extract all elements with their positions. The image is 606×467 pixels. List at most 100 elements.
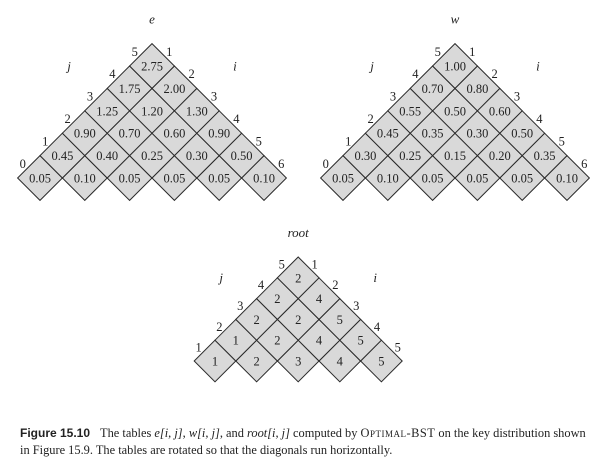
w-j-label: 1 bbox=[345, 134, 351, 148]
root-table-title: root bbox=[288, 225, 310, 240]
caption-w-expr: w[i, j] bbox=[188, 426, 220, 440]
root-cell-value: 3 bbox=[295, 355, 301, 369]
w-cell-value: 0.60 bbox=[489, 104, 511, 118]
caption-label: Figure 15.10 bbox=[20, 426, 91, 440]
w-j-label: 3 bbox=[390, 90, 396, 104]
caption-text: on the key distribution shown in Figure … bbox=[20, 426, 586, 457]
root-cell-value: 2 bbox=[295, 271, 301, 285]
root-cell-value: 2 bbox=[253, 355, 259, 369]
root-j-label: 2 bbox=[216, 320, 222, 334]
e-cell-value: 0.05 bbox=[29, 172, 51, 186]
e-cell-value: 0.05 bbox=[208, 172, 230, 186]
e-i-axis-label: i bbox=[233, 58, 237, 73]
e-cell-value: 0.40 bbox=[96, 149, 118, 163]
root-cell-value: 4 bbox=[316, 292, 323, 306]
e-i-label: 4 bbox=[233, 112, 240, 126]
e-cell-value: 0.60 bbox=[163, 127, 185, 141]
root-j-label: 1 bbox=[195, 341, 201, 355]
w-cell-value: 0.05 bbox=[422, 172, 444, 186]
w-cell-value: 0.05 bbox=[511, 172, 533, 186]
e-cell-value: 1.30 bbox=[186, 104, 208, 118]
w-cell-value: 0.25 bbox=[399, 149, 421, 163]
w-j-label: 5 bbox=[435, 45, 441, 59]
w-j-label: 0 bbox=[323, 157, 329, 171]
w-cell-value: 0.70 bbox=[422, 82, 444, 96]
e-cell-value: 0.05 bbox=[119, 172, 141, 186]
e-cell-value: 1.75 bbox=[119, 82, 141, 96]
caption-root-expr: root[i, j] bbox=[247, 426, 290, 440]
w-cell-value: 0.10 bbox=[556, 172, 578, 186]
w-cell-value: 1.00 bbox=[444, 60, 466, 74]
w-table-title: w bbox=[451, 12, 460, 27]
root-cell bbox=[276, 256, 320, 300]
w-cell-value: 0.20 bbox=[489, 149, 511, 163]
e-cell-value: 0.30 bbox=[186, 149, 208, 163]
root-cell-value: 2 bbox=[274, 334, 280, 348]
w-i-label: 5 bbox=[559, 134, 565, 148]
figure-diagram: 0.05 0.10 0.05 0.05 0.05 0.10 0.45 0.40 0.25 0.30… bbox=[16, 12, 591, 383]
e-cell-value: 0.90 bbox=[74, 127, 96, 141]
w-i-label: 3 bbox=[514, 90, 520, 104]
root-cell-value: 2 bbox=[295, 313, 301, 327]
root-j-label: 4 bbox=[258, 278, 265, 292]
e-cell-value: 0.70 bbox=[119, 127, 141, 141]
e-cell-value: 2.75 bbox=[141, 60, 163, 74]
root-cell-value: 2 bbox=[274, 292, 280, 306]
caption-e-expr: e[i, j] bbox=[154, 426, 183, 440]
e-i-label: 1 bbox=[166, 45, 172, 59]
root-cell-value: 4 bbox=[337, 355, 344, 369]
e-j-label: 0 bbox=[20, 157, 26, 171]
e-i-label: 5 bbox=[256, 134, 262, 148]
e-cell-value: 0.10 bbox=[253, 172, 275, 186]
e-j-label: 5 bbox=[132, 45, 138, 59]
w-cell-value: 0.45 bbox=[377, 127, 399, 141]
table-e: 0.05 0.10 0.05 0.05 0.05 0.100.45 0.40 0.25 0.30… bbox=[16, 12, 288, 202]
w-cell bbox=[431, 42, 479, 90]
e-j-axis-label: j bbox=[65, 58, 71, 73]
w-i-label: 6 bbox=[581, 157, 587, 171]
caption-text: The tables bbox=[100, 426, 155, 440]
e-cell-value: 0.05 bbox=[163, 172, 185, 186]
w-j-label: 2 bbox=[367, 112, 373, 126]
w-i-label: 2 bbox=[491, 67, 497, 81]
e-cell-value: 0.50 bbox=[231, 149, 253, 163]
root-j-label: 5 bbox=[279, 257, 285, 271]
e-cell-value: 0.90 bbox=[208, 127, 230, 141]
e-i-label: 6 bbox=[278, 157, 284, 171]
root-i-axis-label: i bbox=[373, 270, 377, 285]
root-i-label: 5 bbox=[395, 341, 401, 355]
root-cell-value: 5 bbox=[337, 313, 343, 327]
e-i-label: 2 bbox=[188, 67, 194, 81]
e-cell-value: 1.20 bbox=[141, 104, 163, 118]
e-j-label: 4 bbox=[109, 67, 116, 81]
root-cell-value: 2 bbox=[253, 313, 259, 327]
root-i-label: 3 bbox=[353, 299, 359, 313]
e-cell-value: 0.25 bbox=[141, 149, 163, 163]
w-i-label: 1 bbox=[469, 45, 475, 59]
root-cell-value: 1 bbox=[212, 355, 218, 369]
w-cell-value: 0.10 bbox=[377, 172, 399, 186]
caption-algorithm: Optimal-BST bbox=[360, 426, 436, 440]
caption-text: , bbox=[182, 426, 189, 440]
w-cell-value: 0.15 bbox=[444, 149, 466, 163]
root-i-label: 2 bbox=[332, 278, 338, 292]
e-cell-value: 2.00 bbox=[163, 82, 185, 96]
w-cell-value: 0.30 bbox=[354, 149, 376, 163]
root-j-label: 3 bbox=[237, 299, 243, 313]
e-j-label: 2 bbox=[64, 112, 70, 126]
e-cell bbox=[128, 42, 176, 90]
w-cell-value: 0.35 bbox=[422, 127, 444, 141]
root-i-label: 4 bbox=[374, 320, 381, 334]
figure-caption: Figure 15.10 The tables e[i, j], w[i, j],… bbox=[20, 425, 590, 459]
e-cell-value: 1.25 bbox=[96, 104, 118, 118]
root-cell-value: 5 bbox=[378, 355, 384, 369]
w-cell-value: 0.30 bbox=[466, 127, 488, 141]
caption-text: , and bbox=[219, 426, 248, 440]
root-cell-value: 1 bbox=[233, 334, 239, 348]
e-j-label: 1 bbox=[42, 134, 48, 148]
w-j-axis-label: j bbox=[368, 58, 374, 73]
e-table-title: e bbox=[149, 12, 155, 27]
e-cell-value: 0.45 bbox=[51, 149, 73, 163]
w-cell-value: 0.50 bbox=[444, 104, 466, 118]
table-w: 0.05 0.10 0.05 0.05 0.05 0.100.30 0.25 0.15 0.20… bbox=[319, 12, 591, 202]
